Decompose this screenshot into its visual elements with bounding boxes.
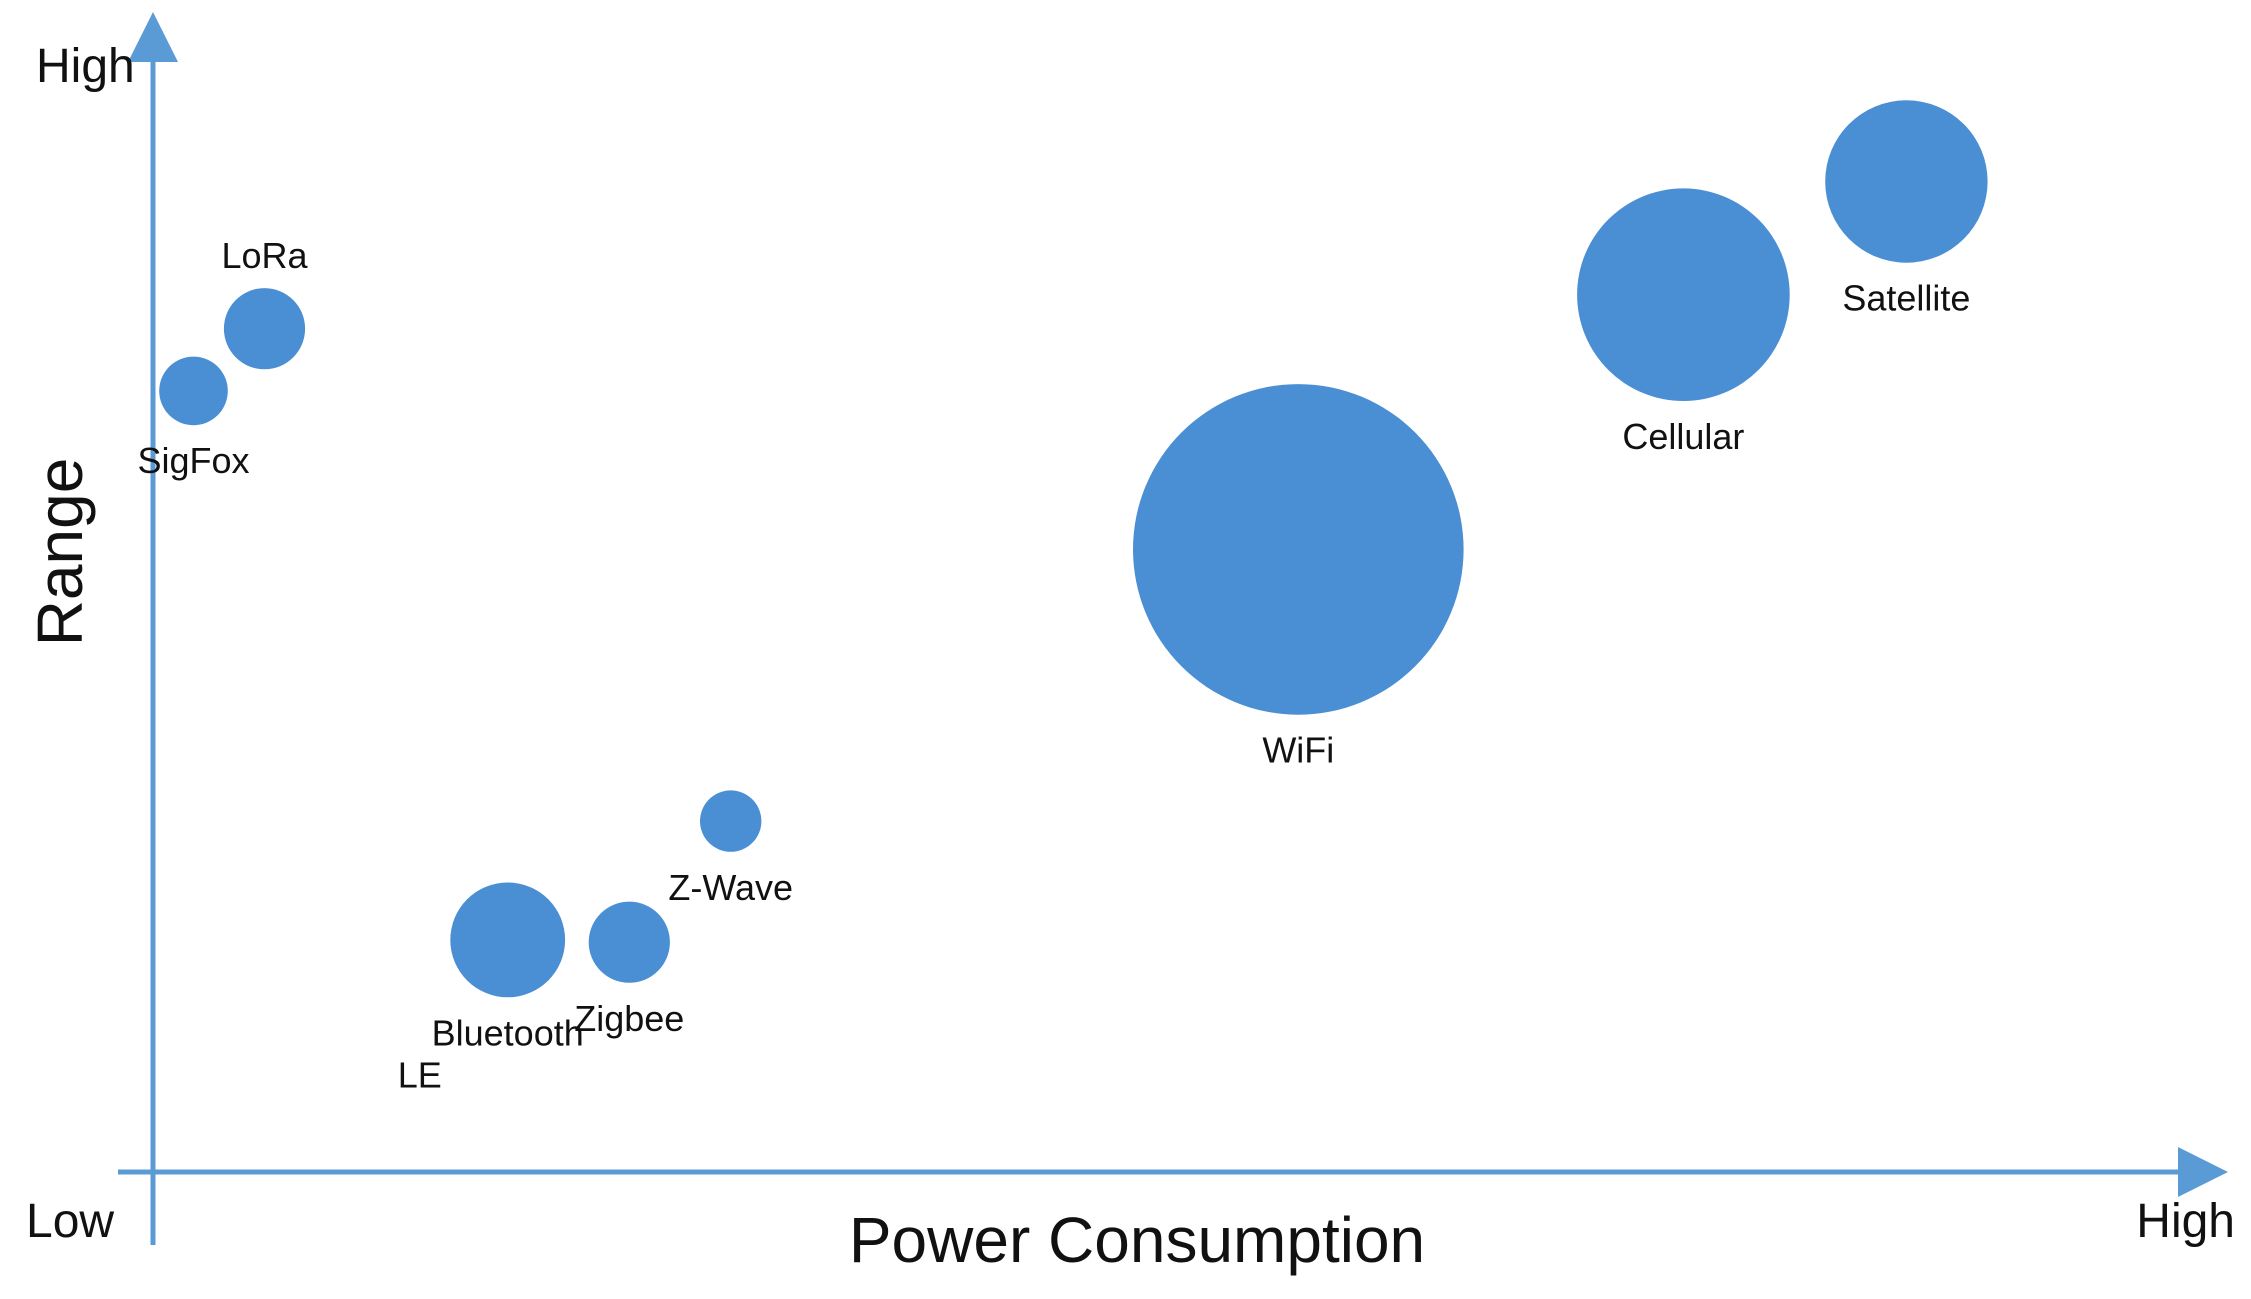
- bubble-bluetooth-le: [450, 882, 566, 998]
- bubble-label-bluetooth-le: Bluetooth: [432, 1012, 584, 1053]
- bubble-satellite: [1825, 100, 1988, 263]
- x-axis-high-label: High: [2136, 1195, 2235, 1248]
- bubble-z-wave: [700, 790, 762, 852]
- bubble-label-satellite: Satellite: [1842, 278, 1970, 319]
- bubble-sigfox: [159, 356, 228, 426]
- y-axis-title: Range: [24, 458, 96, 647]
- bubble-label-z-wave: Z-Wave: [668, 867, 793, 908]
- bubble-label-sigfox: SigFox: [137, 440, 249, 481]
- bubble-label-bluetooth-le-1: LE: [398, 1054, 442, 1095]
- bubble-zigbee: [588, 901, 670, 983]
- y-axis-high-label: High: [36, 40, 135, 93]
- bubble-label-cellular: Cellular: [1622, 416, 1744, 457]
- x-axis-title: Power Consumption: [849, 1204, 1425, 1276]
- bubble-cellular: [1577, 188, 1790, 401]
- bubble-label-zigbee: Zigbee: [574, 998, 684, 1039]
- bubble-wifi: [1133, 384, 1464, 715]
- x-axis-low-label: Low: [26, 1195, 114, 1248]
- bubble-label-wifi: WiFi: [1262, 730, 1334, 771]
- bubble-lora: [223, 288, 306, 370]
- bubble-label-lora: LoRa: [221, 235, 308, 276]
